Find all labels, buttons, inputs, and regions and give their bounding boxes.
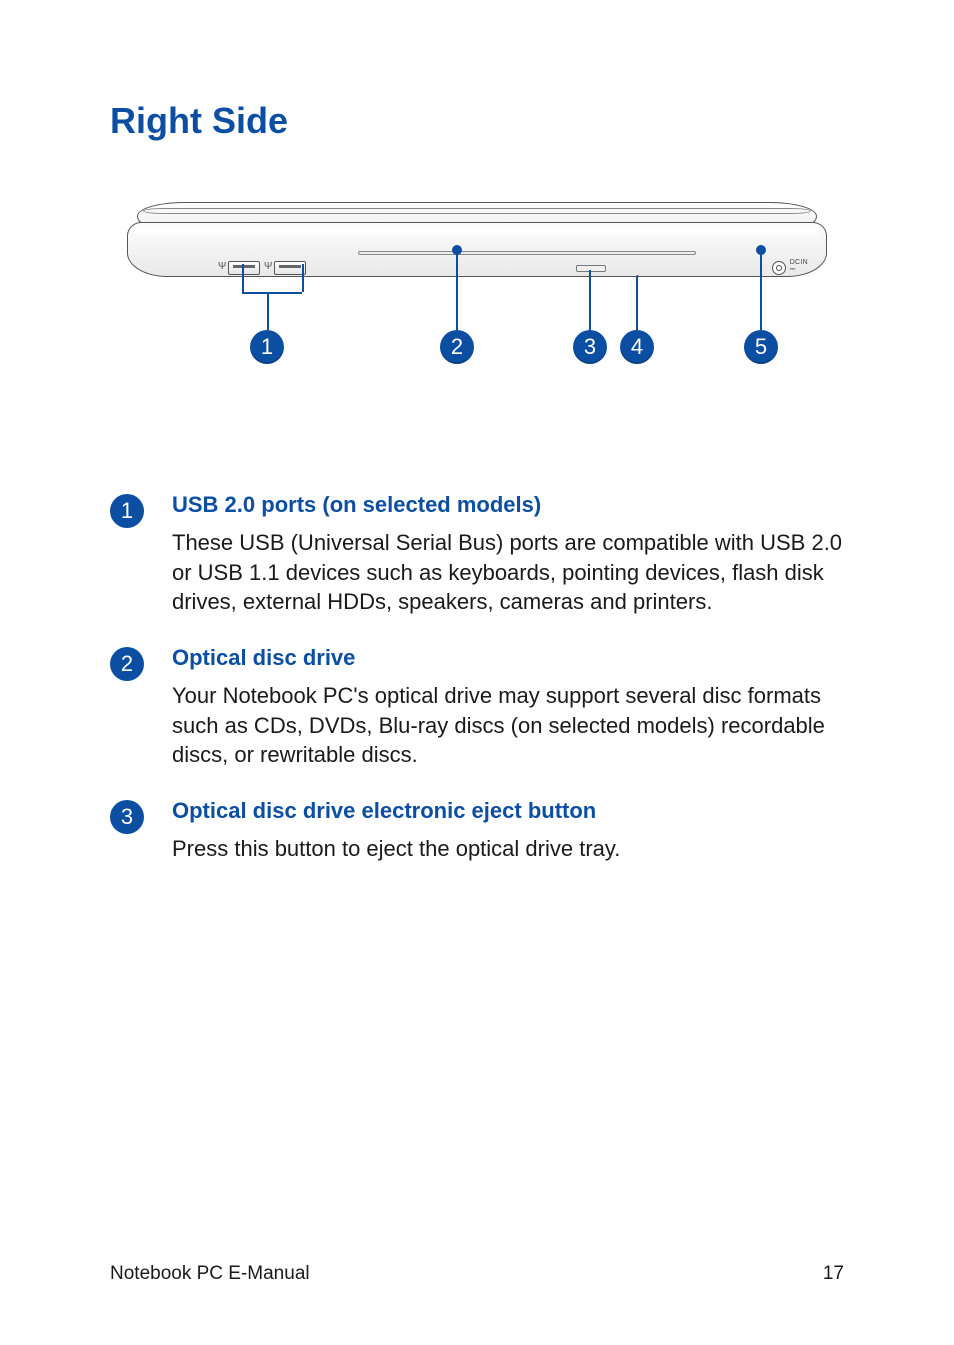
feature-heading: Optical disc drive electronic eject butt… (172, 798, 844, 824)
feature-badge: 2 (110, 647, 144, 681)
feature-description: These USB (Universal Serial Bus) ports a… (172, 528, 844, 617)
callout-4-stem (636, 276, 638, 330)
callout-badge-2: 2 (440, 330, 474, 364)
callout-3-stem (589, 270, 591, 330)
feature-badge: 1 (110, 494, 144, 528)
callout-1-bracket-right (302, 264, 304, 292)
feature-description: Your Notebook PC's optical drive may sup… (172, 681, 844, 770)
usb-port-1 (228, 261, 260, 275)
callout-badge-5: 5 (744, 330, 778, 364)
page-title: Right Side (110, 100, 844, 142)
dc-in-port (772, 261, 786, 275)
feature-list: 1 USB 2.0 ports (on selected models) The… (110, 492, 844, 864)
feature-heading: Optical disc drive (172, 645, 844, 671)
eject-button (576, 265, 606, 272)
feature-item-1: 1 USB 2.0 ports (on selected models) The… (110, 492, 844, 617)
laptop-base: Ψ Ψ DCIN⎓ (127, 222, 827, 277)
feature-description: Press this button to eject the optical d… (172, 834, 844, 864)
usb-trident-icon: Ψ (218, 261, 228, 275)
usb-trident-icon: Ψ (264, 261, 274, 275)
callout-badge-1: 1 (250, 330, 284, 364)
footer-page-number: 17 (823, 1263, 844, 1285)
feature-item-2: 2 Optical disc drive Your Notebook PC's … (110, 645, 844, 770)
feature-heading: USB 2.0 ports (on selected models) (172, 492, 844, 518)
callout-badge-3: 3 (573, 330, 607, 364)
feature-badge: 3 (110, 800, 144, 834)
callout-1-stem (267, 292, 269, 330)
callout-2-stem (456, 250, 458, 330)
callout-5-stem (760, 250, 762, 330)
footer-doc-title: Notebook PC E-Manual (110, 1263, 310, 1285)
callout-badge-4: 4 (620, 330, 654, 364)
dc-in-label: DCIN⎓ (790, 259, 808, 273)
callout-1-bracket-left (242, 264, 244, 292)
laptop-lid-inner (143, 208, 811, 214)
feature-item-3: 3 Optical disc drive electronic eject bu… (110, 798, 844, 864)
page-footer: Notebook PC E-Manual 17 (110, 1263, 844, 1285)
callout-1-bracket (242, 292, 302, 294)
laptop-side-illustration: Ψ Ψ DCIN⎓ (127, 202, 827, 287)
right-side-diagram: Ψ Ψ DCIN⎓ 1 2 3 4 (127, 202, 827, 402)
optical-drive-slot (358, 251, 696, 255)
